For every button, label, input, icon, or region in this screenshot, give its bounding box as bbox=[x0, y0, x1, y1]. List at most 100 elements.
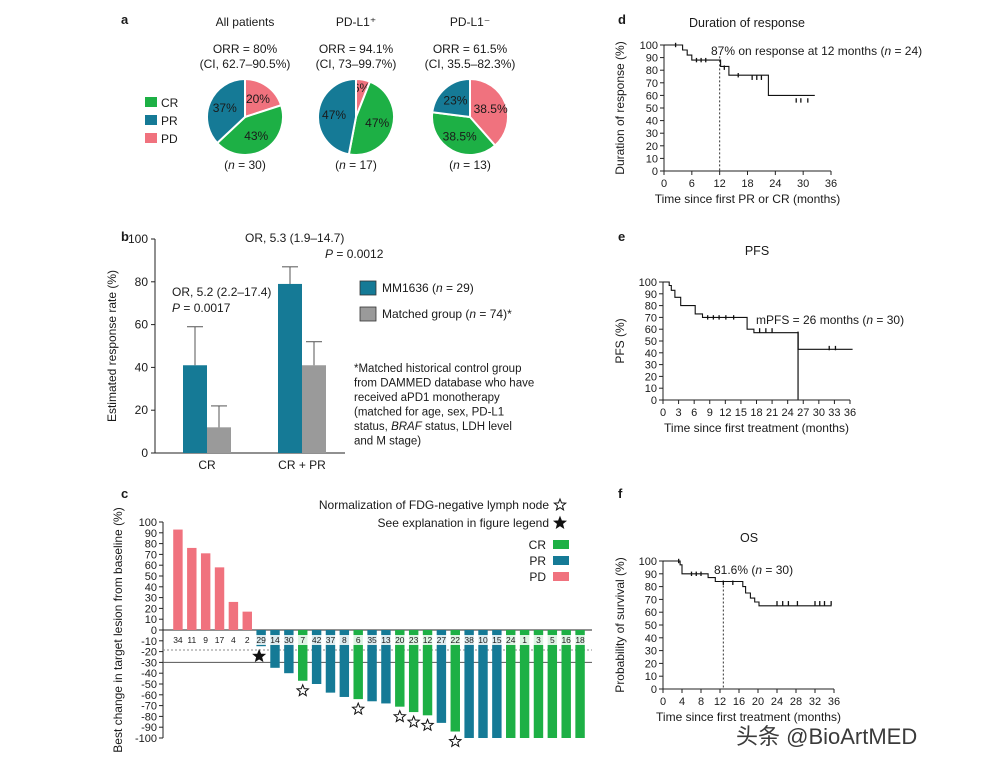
patient-id-label: 5 bbox=[550, 635, 555, 645]
y-tick-label: 40 bbox=[646, 116, 658, 128]
y-tick-label: -70 bbox=[141, 701, 157, 713]
y-tick-label: 20 bbox=[645, 658, 657, 670]
y-tick-label: -10 bbox=[141, 636, 157, 648]
pie-title: PD-L1⁺ bbox=[336, 15, 376, 29]
legend-label: Matched group (n = 74)* bbox=[382, 307, 512, 321]
waterfall-bar bbox=[298, 630, 308, 681]
waterfall-bar bbox=[270, 630, 280, 668]
y-tick-label: -50 bbox=[141, 679, 157, 691]
pie-orr-label: ORR = 94.1% bbox=[319, 42, 394, 56]
legend-swatch-pd bbox=[145, 133, 157, 143]
label-bg bbox=[352, 635, 365, 645]
footnote-part: status, LDH level bbox=[422, 421, 512, 433]
x-tick-label: 18 bbox=[750, 407, 762, 419]
patient-id-label: 12 bbox=[423, 635, 433, 645]
pie-slice-label: 38.5% bbox=[474, 102, 508, 116]
text-part: n bbox=[866, 313, 873, 327]
pie-n-label: (n = 17) bbox=[335, 158, 377, 172]
text-part: mPFS = 26 months ( bbox=[756, 313, 866, 327]
x-tick-label: 33 bbox=[828, 407, 840, 419]
y-tick-label: 0 bbox=[141, 446, 148, 460]
survival-curve bbox=[663, 281, 853, 350]
y-tick-label: 20 bbox=[645, 371, 657, 383]
y-tick-label: 40 bbox=[145, 582, 157, 594]
patient-id-label: 27 bbox=[437, 635, 447, 645]
footnote-line: from DAMMED database who have bbox=[354, 378, 534, 390]
patient-id-label: 7 bbox=[300, 635, 305, 645]
pie-slice-cr bbox=[215, 103, 284, 156]
open-star-marker bbox=[406, 714, 421, 729]
y-tick-label: 50 bbox=[646, 103, 658, 115]
chart-title: OS bbox=[740, 531, 758, 545]
y-tick-label: 100 bbox=[139, 517, 157, 529]
x-tick-label: 30 bbox=[797, 178, 809, 190]
y-tick-label: 80 bbox=[646, 65, 658, 77]
legend-swatch-pr bbox=[145, 115, 157, 125]
label-bg bbox=[366, 635, 379, 645]
y-tick-label: 0 bbox=[651, 684, 657, 696]
pie-ci-label: (CI, 35.5–82.3%) bbox=[425, 57, 516, 71]
pie-slice-label: 37% bbox=[213, 101, 237, 115]
y-tick-label: 60 bbox=[145, 560, 157, 572]
panel-letter-b: b bbox=[121, 229, 129, 244]
y-tick-label: 60 bbox=[645, 607, 657, 619]
label-bg bbox=[463, 635, 476, 645]
label-bg bbox=[504, 635, 517, 645]
x-tick-label: CR bbox=[198, 458, 216, 472]
footnote-part: status, bbox=[354, 421, 391, 433]
waterfall-bar bbox=[311, 630, 322, 684]
label-bg bbox=[296, 635, 309, 645]
text-part: = 13) bbox=[460, 158, 491, 172]
p-value: = 0.0017 bbox=[180, 301, 231, 315]
label-bg bbox=[560, 635, 573, 645]
text-part: = 30) bbox=[762, 563, 793, 577]
open-star-marker bbox=[420, 717, 435, 732]
x-tick-label: 0 bbox=[660, 407, 666, 419]
text-part: Matched group ( bbox=[382, 307, 469, 321]
pie-n-label: (n = 30) bbox=[224, 158, 266, 172]
marker-legend-label: Normalization of FDG-negative lymph node bbox=[319, 498, 549, 512]
text-part: n bbox=[436, 281, 443, 295]
pie-slice-cr bbox=[347, 80, 395, 156]
survival-curve bbox=[663, 560, 832, 607]
legend-swatch bbox=[359, 306, 377, 322]
y-tick-label: 90 bbox=[645, 289, 657, 301]
patient-id-label: 13 bbox=[381, 635, 391, 645]
patient-id-label: 29 bbox=[256, 635, 266, 645]
legend-label: CR bbox=[529, 538, 547, 552]
y-tick-label: -100 bbox=[135, 733, 157, 745]
y-tick-label: -30 bbox=[141, 657, 157, 669]
waterfall-bar bbox=[478, 630, 488, 738]
waterfall-bar bbox=[575, 630, 585, 738]
x-tick-label: 15 bbox=[735, 407, 747, 419]
x-tick-label: 0 bbox=[661, 178, 667, 190]
y-tick-label: 30 bbox=[646, 128, 658, 140]
pie-slice-label: 43% bbox=[244, 129, 268, 143]
legend-swatch-cr bbox=[145, 97, 157, 107]
legend-swatch-pr bbox=[553, 556, 569, 565]
patient-id-label: 3 bbox=[536, 635, 541, 645]
waterfall-bar bbox=[464, 630, 474, 738]
waterfall-bar bbox=[187, 547, 197, 630]
y-axis-title: Duration of response (%) bbox=[613, 41, 627, 174]
waterfall-bar bbox=[200, 553, 211, 630]
open-star-marker bbox=[392, 709, 407, 723]
waterfall-bar bbox=[173, 529, 183, 630]
y-tick-label: 80 bbox=[145, 539, 157, 551]
bar bbox=[207, 427, 231, 453]
x-tick-label: 24 bbox=[771, 696, 783, 708]
legend-swatch-pd bbox=[553, 572, 569, 581]
p-value-label: P = 0.0017 bbox=[172, 301, 231, 315]
pie-slice-label: 47% bbox=[365, 116, 389, 130]
label-bg bbox=[282, 635, 295, 645]
pie-slice-label: 47% bbox=[322, 108, 346, 122]
y-tick-label: 60 bbox=[645, 324, 657, 336]
waterfall-bar bbox=[519, 630, 530, 738]
waterfall-bar bbox=[436, 630, 447, 723]
panel-letter-c: c bbox=[121, 486, 128, 501]
x-tick-label: 24 bbox=[769, 178, 781, 190]
patient-id-label: 11 bbox=[187, 635, 196, 645]
pie-slice-label: 20% bbox=[246, 92, 270, 106]
text-part: ( bbox=[224, 158, 228, 172]
pie-orr-label: ORR = 61.5% bbox=[433, 42, 508, 56]
